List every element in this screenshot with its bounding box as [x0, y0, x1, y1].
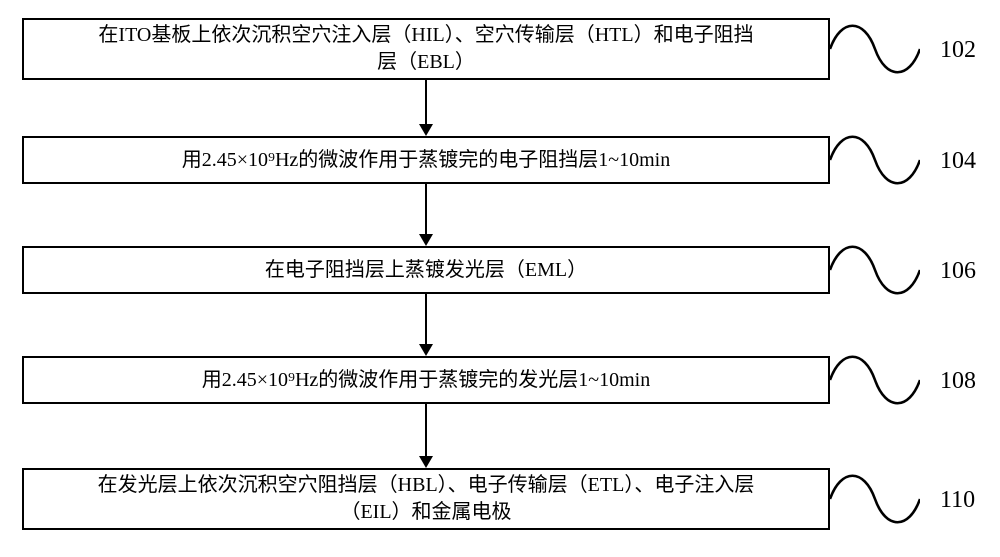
step-box-110: 在发光层上依次沉积空穴阻挡层（HBL）、电子传输层（ETL）、电子注入层 （EI…: [22, 468, 830, 530]
flowchart-canvas: 在ITO基板上依次沉积空穴注入层（HIL）、空穴传输层（HTL）和电子阻挡 层（…: [0, 0, 1000, 557]
step-box-102: 在ITO基板上依次沉积空穴注入层（HIL）、空穴传输层（HTL）和电子阻挡 层（…: [22, 18, 830, 80]
step-label-108: 108: [940, 368, 976, 395]
step-label-106: 106: [940, 258, 976, 285]
arrow-108-110: [412, 404, 440, 468]
step-label-102: 102: [940, 37, 976, 64]
step-text-104: 用2.45×10⁹Hz的微波作用于蒸镀完的电子阻挡层1~10min: [182, 147, 671, 174]
arrow-102-104: [412, 80, 440, 136]
arrow-106-108: [412, 294, 440, 356]
step-box-108: 用2.45×10⁹Hz的微波作用于蒸镀完的发光层1~10min: [22, 356, 830, 404]
wave-icon-102: [830, 24, 920, 74]
wave-icon-104: [830, 135, 920, 185]
step-text-110: 在发光层上依次沉积空穴阻挡层（HBL）、电子传输层（ETL）、电子注入层 （EI…: [98, 472, 755, 526]
step-text-108: 用2.45×10⁹Hz的微波作用于蒸镀完的发光层1~10min: [202, 367, 651, 394]
step-box-106: 在电子阻挡层上蒸镀发光层（EML）: [22, 246, 830, 294]
step-label-110: 110: [940, 487, 975, 514]
wave-icon-108: [830, 355, 920, 405]
step-box-104: 用2.45×10⁹Hz的微波作用于蒸镀完的电子阻挡层1~10min: [22, 136, 830, 184]
step-label-104: 104: [940, 148, 976, 175]
wave-icon-110: [830, 474, 920, 524]
step-text-106: 在电子阻挡层上蒸镀发光层（EML）: [265, 257, 587, 284]
wave-icon-106: [830, 245, 920, 295]
arrow-104-106: [412, 184, 440, 246]
step-text-102: 在ITO基板上依次沉积空穴注入层（HIL）、空穴传输层（HTL）和电子阻挡 层（…: [98, 22, 753, 76]
